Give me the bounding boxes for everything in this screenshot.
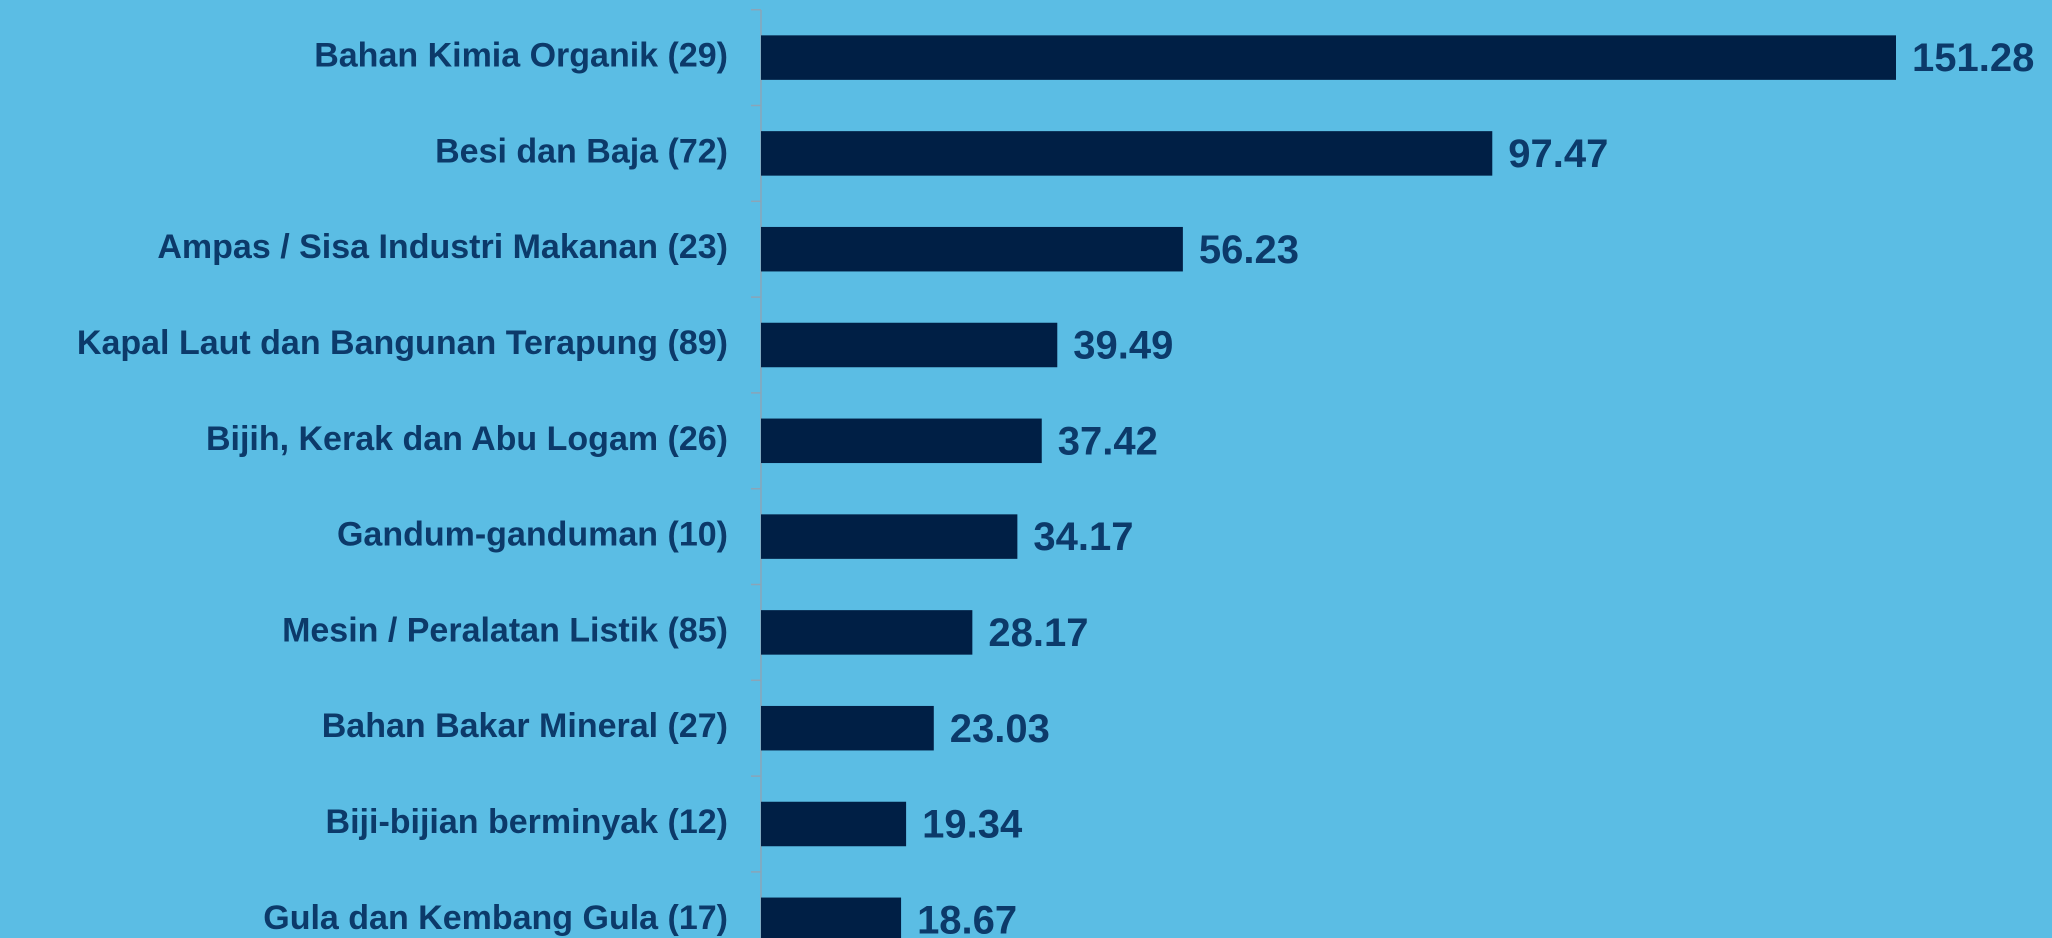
- value-label: 151.28: [1912, 36, 2034, 80]
- bar: [761, 131, 1493, 176]
- category-label: Biji-bijian berminyak (12): [326, 803, 728, 841]
- value-label: 23.03: [950, 707, 1050, 751]
- value-label: 34.17: [1033, 515, 1133, 559]
- value-label: 19.34: [922, 803, 1023, 847]
- category-label: Mesin / Peralatan Listik (85): [282, 611, 728, 649]
- value-label: 37.42: [1058, 419, 1158, 463]
- bar: [761, 418, 1042, 464]
- value-label: 28.17: [988, 611, 1088, 655]
- category-label: Gandum-ganduman (10): [337, 516, 728, 554]
- bar: [761, 801, 907, 847]
- category-label: Ampas / Sisa Industri Makanan (23): [157, 228, 728, 266]
- category-label: Bahan Kimia Organik (29): [314, 37, 728, 75]
- value-label: 56.23: [1199, 228, 1299, 272]
- bar: [761, 226, 1183, 272]
- category-label: Bijih, Kerak dan Abu Logam (26): [206, 420, 728, 458]
- category-label: Gula dan Kembang Gula (17): [263, 899, 728, 937]
- value-label: 97.47: [1508, 132, 1608, 176]
- bar: [761, 610, 973, 655]
- value-label: 39.49: [1073, 324, 1173, 368]
- category-label: Besi dan Baja (72): [435, 132, 728, 170]
- bar: [761, 514, 1018, 559]
- bar: [761, 322, 1058, 368]
- category-label: Bahan Bakar Mineral (27): [322, 707, 728, 745]
- category-label: Kapal Laut dan Bangunan Terapung (89): [77, 324, 728, 362]
- value-label: 18.67: [917, 898, 1017, 938]
- bar: [761, 35, 1896, 80]
- bar: [761, 897, 902, 938]
- bar: [761, 705, 934, 751]
